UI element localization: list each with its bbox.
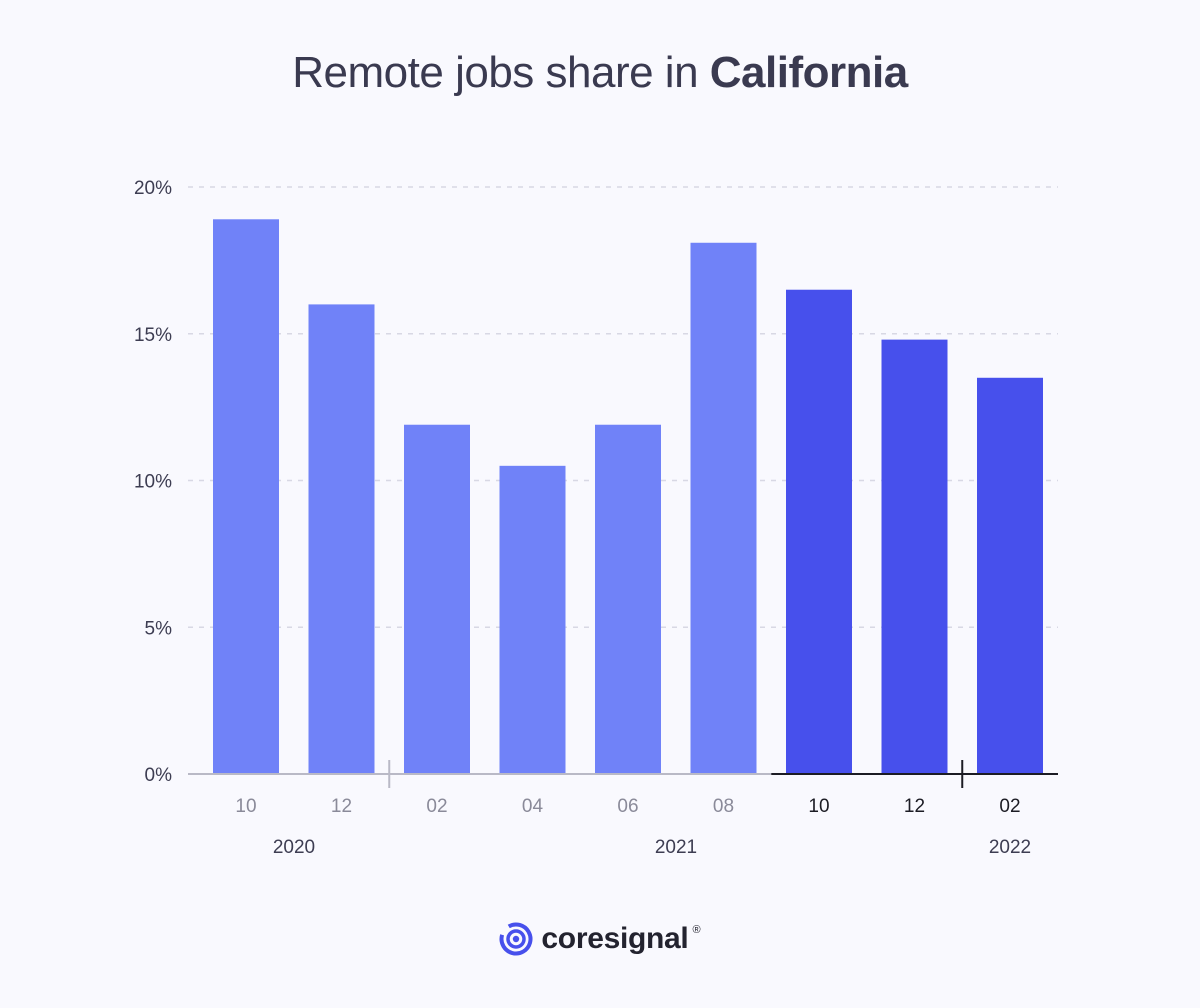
bar — [404, 424, 470, 774]
x-tick-label: 10 — [808, 796, 829, 817]
bar — [308, 304, 375, 774]
x-tick-label: 12 — [331, 796, 352, 817]
chart-title: Remote jobs share in California — [0, 48, 1200, 98]
coresignal-logo-icon — [499, 922, 533, 956]
x-tick-label: 06 — [617, 796, 638, 817]
year-label: 2022 — [989, 837, 1031, 858]
logo-text: coresignal — [541, 922, 689, 955]
registered-mark: ® — [692, 924, 701, 936]
x-tick-label: 12 — [904, 796, 925, 817]
bar — [213, 219, 279, 774]
year-label: 2020 — [273, 837, 315, 858]
bar — [881, 339, 948, 774]
x-tick-label: 10 — [235, 796, 256, 817]
year-label: 2021 — [655, 837, 697, 858]
bar — [690, 242, 757, 774]
chart-title-prefix: Remote jobs share in — [292, 48, 699, 97]
y-tick-label: 15% — [134, 325, 172, 346]
chart-title-emphasis: California — [709, 48, 908, 97]
y-tick-label: 0% — [145, 765, 173, 786]
bar — [499, 465, 566, 774]
y-tick-label: 5% — [145, 618, 173, 639]
y-tick-label: 10% — [134, 472, 172, 493]
y-tick-label: 20% — [134, 178, 172, 199]
bar — [977, 377, 1043, 774]
x-tick-label: 02 — [999, 796, 1020, 817]
bar — [786, 289, 852, 774]
bar-chart: 0% 5% 10% 15% 20% 10 12 02 04 06 08 10 12 02 2020 2021 2… — [134, 178, 1058, 858]
coresignal-logo: coresignal ® — [0, 922, 1200, 956]
x-tick-label: 02 — [426, 796, 447, 817]
x-tick-label: 04 — [522, 796, 544, 817]
bar — [595, 424, 661, 774]
x-tick-label: 08 — [713, 796, 734, 817]
